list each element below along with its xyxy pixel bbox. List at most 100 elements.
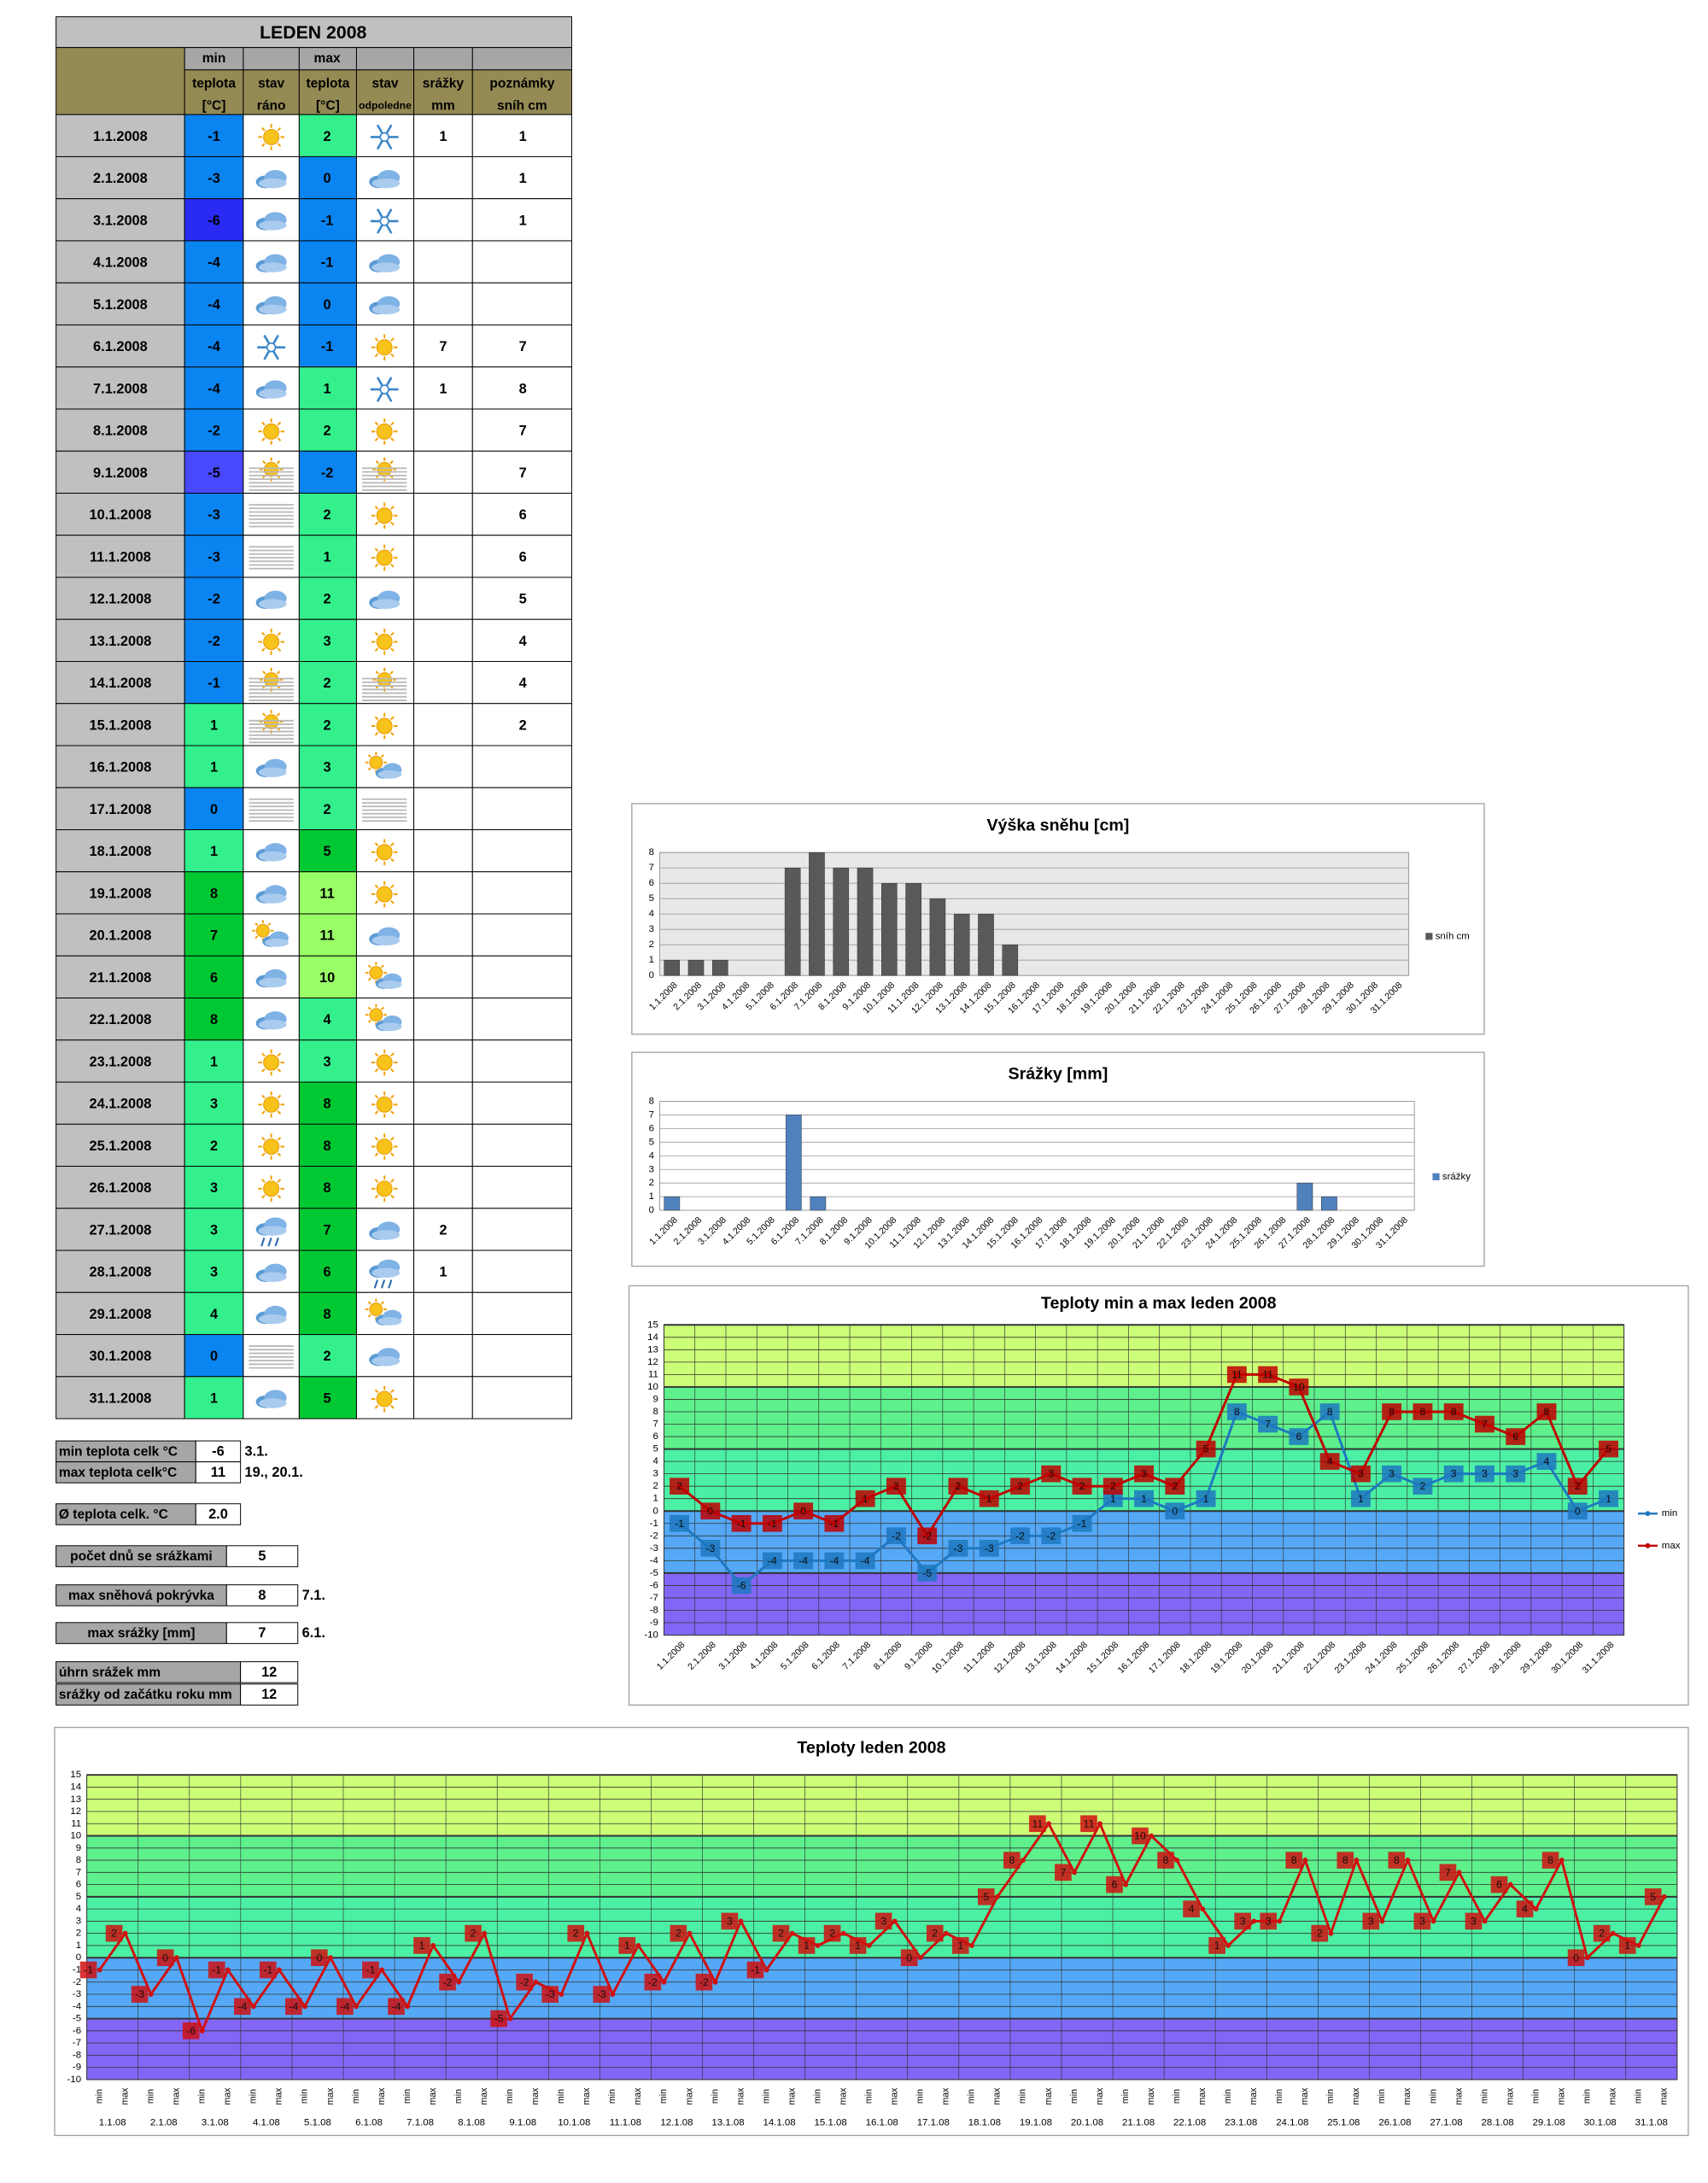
data-label-box xyxy=(823,1924,841,1942)
sun xyxy=(263,672,279,688)
point xyxy=(1200,1906,1206,1912)
x-tick-label: min xyxy=(402,2089,412,2104)
rain xyxy=(373,1279,379,1289)
data-label-box xyxy=(1003,1852,1021,1869)
cloud xyxy=(258,1272,287,1282)
cell xyxy=(298,1039,357,1083)
date-cell: 12.1.2008 xyxy=(90,592,152,607)
data-label-box xyxy=(1285,1852,1303,1869)
group-label: 9.1.08 xyxy=(509,2118,536,2128)
data-label-box xyxy=(731,1514,752,1532)
summary-value-cell xyxy=(225,1622,299,1644)
data-label-box xyxy=(1350,1489,1371,1507)
cell xyxy=(413,282,473,325)
bar xyxy=(785,1115,802,1211)
summary-value: 5 xyxy=(258,1548,266,1564)
weather-icon xyxy=(371,712,398,740)
y-tick-label: 4 xyxy=(649,909,655,919)
cell xyxy=(56,450,185,494)
sun-ray xyxy=(390,1194,395,1199)
y-tick-label: 2 xyxy=(649,1178,654,1188)
data-label: 1 xyxy=(1624,1940,1630,1952)
x-tick-label: max xyxy=(941,2087,951,2105)
summary-label: min teplota celk °C xyxy=(59,1444,178,1459)
date-cell: 1.1.2008 xyxy=(93,129,148,144)
y-tick-label: -1 xyxy=(73,1965,81,1975)
snow-cell: 6 xyxy=(519,507,527,523)
sun-ray xyxy=(390,421,395,426)
sun-ray xyxy=(390,1179,395,1183)
sun-ray xyxy=(276,460,281,465)
date-cell: 24.1.2008 xyxy=(90,1097,152,1112)
sun-ray xyxy=(367,1019,371,1023)
weather-icon xyxy=(371,1175,398,1203)
group-label: 1.1.08 xyxy=(99,2118,126,2128)
data-label: -1 xyxy=(768,1518,777,1530)
data-label: 5 xyxy=(1650,1891,1656,1903)
data-label-box xyxy=(593,1986,611,2003)
data-label-box xyxy=(1106,1876,1123,1893)
data-label-box xyxy=(1072,1514,1092,1532)
weather-icon xyxy=(371,502,398,530)
min-temp-cell: 7 xyxy=(210,928,218,944)
cell xyxy=(184,324,244,368)
data-label: -2 xyxy=(520,1976,529,1988)
data-label: 0 xyxy=(316,1952,322,1964)
y-tick-label: 3 xyxy=(649,1164,654,1174)
cell xyxy=(471,1291,572,1336)
weather-icon xyxy=(255,1263,287,1282)
data-label-box xyxy=(855,1489,875,1507)
sun-ray xyxy=(254,922,259,927)
point xyxy=(199,2028,205,2034)
weather-icon xyxy=(362,457,407,491)
sun xyxy=(376,1096,393,1113)
sun-ray xyxy=(277,1068,282,1073)
point xyxy=(943,1930,949,1936)
cell xyxy=(413,660,473,705)
y-tick-label: 0 xyxy=(76,1952,81,1963)
data-label: 2 xyxy=(1575,1480,1581,1492)
cell xyxy=(298,955,357,999)
header-cell xyxy=(413,47,473,71)
cell xyxy=(184,1376,244,1419)
data-label: 1 xyxy=(1141,1493,1147,1505)
sun-ray xyxy=(380,1006,384,1010)
date-cell: 5.1.2008 xyxy=(93,297,148,313)
date-cell: 15.1.2008 xyxy=(90,717,152,733)
snow-cell: 5 xyxy=(519,592,527,607)
group-label: 3.1.08 xyxy=(202,2118,229,2128)
cell xyxy=(471,703,572,746)
x-tick-label: max xyxy=(838,2087,848,2105)
y-tick-label: 5 xyxy=(649,893,654,904)
cell xyxy=(56,155,185,200)
data-label-box xyxy=(721,1912,739,1930)
max-temp-cell: 0 xyxy=(324,171,331,186)
point xyxy=(687,1930,693,1936)
x-tick-label: min xyxy=(505,2089,515,2104)
x-tick-label: min xyxy=(1223,2089,1233,2104)
sun-ray xyxy=(374,1152,379,1157)
data-label: -6 xyxy=(186,2025,196,2037)
data-label-box xyxy=(1382,1403,1402,1420)
data-label: 1 xyxy=(804,1940,810,1952)
chart-title: Srážky [mm] xyxy=(1009,1065,1108,1084)
data-label: 8 xyxy=(1389,1406,1395,1418)
date-cell: 25.1.2008 xyxy=(90,1138,152,1154)
y-tick-label: 6 xyxy=(649,878,654,888)
min-temp-cell: -2 xyxy=(208,592,220,607)
table-title: LEDEN 2008 xyxy=(260,22,366,43)
snow-cell: 1 xyxy=(519,129,527,144)
weather-icon xyxy=(369,254,401,272)
data-label-box xyxy=(567,1924,585,1942)
data-label-box xyxy=(762,1552,782,1570)
sun-ray xyxy=(262,460,266,465)
data-label-box xyxy=(1260,1912,1277,1930)
cell xyxy=(56,1250,185,1293)
x-tick-label: min xyxy=(197,2089,208,2104)
chart-title: Teploty leden 2008 xyxy=(797,1738,945,1757)
sun-ray xyxy=(261,1152,266,1157)
max-temp-cell: 8 xyxy=(324,1097,331,1112)
y-tick-label: -8 xyxy=(73,2050,81,2060)
date-cell: 7.1.2008 xyxy=(93,381,148,396)
cell xyxy=(184,787,244,830)
